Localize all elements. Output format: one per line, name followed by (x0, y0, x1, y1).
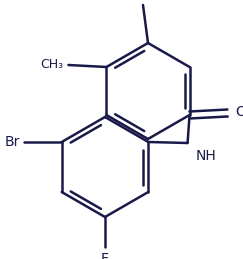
Text: F: F (101, 252, 109, 259)
Text: NH: NH (196, 149, 216, 163)
Text: O: O (235, 105, 243, 119)
Text: Br: Br (4, 135, 20, 149)
Text: CH₃: CH₃ (40, 59, 63, 71)
